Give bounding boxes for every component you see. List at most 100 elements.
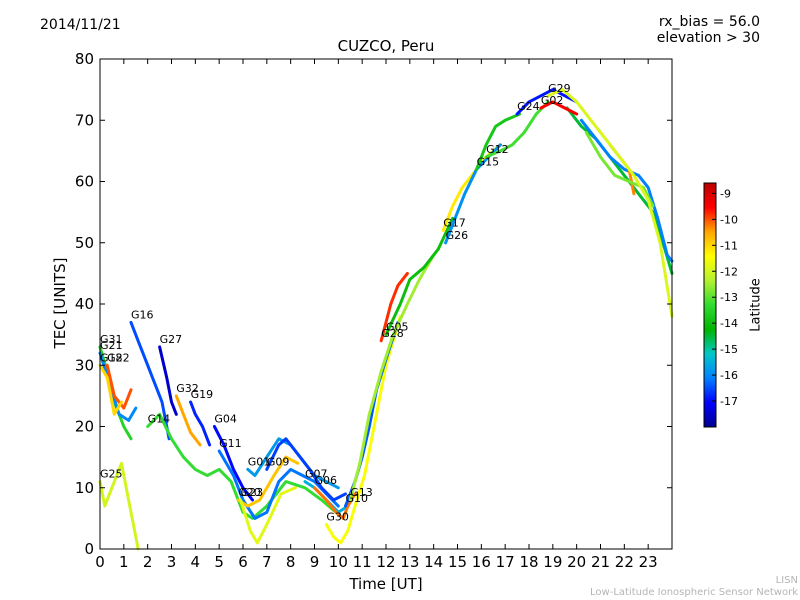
trace-line-g16 [129, 320, 171, 441]
date-stamp: 2014/11/21 [40, 17, 121, 33]
extra-trace-line [579, 118, 674, 263]
y-tick-label: 50 [75, 234, 94, 252]
y-tick-label: 30 [75, 356, 94, 374]
y-tick-label: 20 [75, 418, 94, 436]
trace-label: G22 [107, 351, 130, 364]
trace-label: G30 [326, 511, 349, 524]
trace-label: G02 [541, 94, 564, 107]
colorbar-tick-label: -10 [720, 213, 738, 226]
x-tick-label: 1 [119, 553, 129, 571]
colorbar [703, 182, 717, 428]
trace-line-g22 [105, 363, 133, 410]
trace-line-g27 [158, 345, 178, 416]
x-tick-label: 6 [238, 553, 248, 571]
x-tick-label: 8 [286, 553, 296, 571]
colorbar-tick-label: -9 [720, 187, 731, 200]
trace-line-g25 [98, 461, 140, 551]
colorbar-tick-label: -17 [720, 395, 738, 408]
trace-label: G27 [160, 333, 183, 346]
trace-label: G14 [148, 413, 171, 426]
trace-label: G05 [386, 321, 409, 334]
trace-line-g12 [484, 100, 550, 159]
trace-line-g02 [539, 100, 579, 116]
trace-label: G09 [267, 455, 290, 468]
plot-traces [98, 88, 674, 551]
x-tick-label: 2 [143, 553, 153, 571]
colorbar-tick-label: -16 [720, 369, 738, 382]
x-tick-label: 22 [615, 553, 634, 571]
x-tick-label: 10 [329, 553, 348, 571]
x-axis: 0 1 2 3 4 5 6 7 8 9 10 11 12 13 14 15 16 17 18 19 20 21 22 23 [95, 59, 658, 571]
x-axis-label: Time [UT] [349, 575, 423, 593]
extra-trace-line [565, 106, 674, 275]
colorbar-tick-label: -14 [720, 317, 738, 330]
rx-bias-text: rx_bias = 56.0 [658, 14, 760, 30]
trace-label: G04 [214, 413, 237, 426]
trace-label: G16 [131, 308, 154, 321]
y-axis: 0 10 20 30 40 50 60 70 80 [75, 50, 672, 558]
x-tick-label: 9 [310, 553, 320, 571]
x-tick-label: 15 [448, 553, 467, 571]
chart-title: CUZCO, Peru [337, 37, 435, 55]
trace-label: G19 [191, 388, 214, 401]
trace-label: G21 [100, 339, 123, 352]
colorbar-ticks: -9 -10 -11 -12 -13 -14 -15 -16 -17 [712, 187, 738, 408]
y-tick-label: 70 [75, 111, 94, 129]
trace-label: G17 [443, 217, 466, 230]
trace-label: G18 [100, 351, 123, 364]
trace-line-g19 [189, 400, 212, 447]
trace-label: G29 [548, 82, 571, 95]
trace-line-g18 [98, 363, 123, 416]
trace-label: G12 [486, 143, 509, 156]
trace-line-g06 [313, 486, 357, 520]
trace-line-g20 [236, 455, 300, 508]
y-tick-label: 40 [75, 295, 94, 313]
y-tick-label: 60 [75, 173, 94, 191]
x-tick-label: 13 [400, 553, 419, 571]
trace-line-g05 [384, 216, 455, 337]
x-tick-label: 17 [496, 553, 515, 571]
trace-line-g24 [515, 88, 579, 116]
footer: LISN Low-Latitude Ionospheric Sensor Net… [590, 575, 798, 599]
x-tick-label: 3 [167, 553, 177, 571]
x-tick-label: 19 [543, 553, 562, 571]
colorbar-tick-label: -12 [720, 265, 738, 278]
x-tick-label: 7 [262, 553, 272, 571]
trace-line-g04 [212, 425, 254, 502]
elevation-text: elevation > 30 [656, 30, 760, 46]
trace-label: G20 [238, 486, 261, 499]
y-tick-label: 10 [75, 479, 94, 497]
footer-org-short: LISN [775, 575, 798, 586]
x-tick-label: 0 [95, 553, 105, 571]
trace-line-g32 [174, 394, 202, 447]
receiver-bias-note: rx_bias = 56.0 elevation > 30 [657, 14, 760, 46]
trace-label: G31 [100, 333, 123, 346]
y-tick-label: 80 [75, 50, 94, 68]
y-tick-label: 0 [84, 540, 94, 558]
trace-line-g30 [324, 314, 402, 545]
x-tick-label: 14 [424, 553, 443, 571]
x-tick-label: 12 [376, 553, 395, 571]
trace-label: G01 [248, 455, 271, 468]
x-tick-label: 4 [191, 553, 201, 571]
trace-label: G24 [517, 100, 540, 113]
trace-label: G26 [446, 229, 469, 242]
trace-label: G13 [350, 486, 373, 499]
trace-line-g14 [146, 412, 338, 520]
colorbar-tick-label: -15 [720, 343, 738, 356]
trace-line-g23 [239, 486, 297, 545]
x-tick-label: 23 [639, 553, 658, 571]
x-tick-label: 11 [353, 553, 372, 571]
x-tick-label: 21 [591, 553, 610, 571]
x-tick-label: 18 [519, 553, 538, 571]
trace-label: G07 [305, 468, 328, 481]
footer-org-full: Low-Latitude Ionospheric Sensor Network [590, 587, 798, 598]
trace-line-g29 [546, 88, 674, 318]
x-tick-label: 16 [472, 553, 491, 571]
trace-line-g10 [344, 320, 400, 508]
x-tick-label: 20 [567, 553, 586, 571]
trace-label: G10 [345, 492, 368, 505]
trace-line-g15 [475, 112, 521, 171]
